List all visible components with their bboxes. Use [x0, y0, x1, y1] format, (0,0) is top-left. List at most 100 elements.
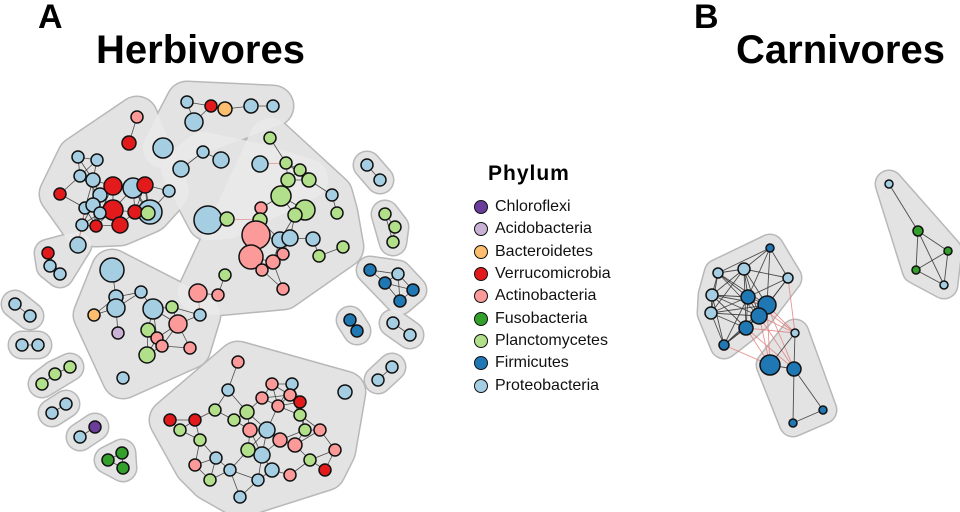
node-Q [15, 338, 29, 352]
node-M [406, 283, 420, 297]
node-Q [360, 158, 374, 172]
node-B [87, 308, 101, 322]
node-P [312, 249, 326, 263]
node-Q [253, 446, 271, 464]
node-K [130, 110, 144, 124]
legend-swatch [474, 200, 488, 215]
node-P [336, 240, 350, 254]
node-K [168, 314, 188, 334]
node-Q [251, 155, 269, 173]
legend-item-chloroflexi: Chloroflexi [474, 196, 611, 218]
edge-positive [717, 272, 768, 306]
edge-positive [717, 247, 771, 274]
edge-positive [792, 368, 795, 424]
edge-negative [745, 327, 796, 334]
node-K [283, 468, 297, 482]
panel-title-herbivores: Herbivores [96, 28, 305, 72]
node-V [136, 176, 154, 194]
node-V [121, 135, 137, 151]
legend-label: Chloroflexi [495, 198, 571, 216]
node-Q [193, 205, 223, 235]
legend-label: Firmicutes [495, 354, 569, 372]
node-P [173, 423, 187, 437]
node-Q [73, 169, 87, 183]
node-P [218, 268, 232, 282]
node-K [287, 437, 303, 453]
node-Q [281, 229, 299, 247]
node-Q [142, 298, 164, 320]
node-Q [193, 308, 207, 322]
edge-positive [711, 268, 745, 296]
node-Q [212, 151, 230, 169]
node-M [343, 313, 357, 327]
node-V [318, 463, 332, 477]
node-Q [337, 384, 353, 400]
node-V [204, 99, 218, 113]
node-V [188, 413, 202, 427]
node-M [759, 354, 781, 376]
node-Q [23, 309, 37, 323]
node-M [750, 307, 768, 325]
node-F [911, 265, 921, 275]
node-Q [705, 288, 719, 302]
legend-swatch [474, 267, 488, 282]
node-F [101, 453, 115, 467]
node-M [378, 276, 392, 290]
node-Q [285, 377, 299, 391]
panel-letter-a: A [38, 0, 63, 36]
node-V [163, 413, 177, 427]
node-K [255, 391, 269, 405]
legend-label: Proteobacteria [495, 376, 600, 394]
node-P [140, 322, 156, 338]
node-P [386, 235, 400, 249]
node-Q [69, 236, 87, 254]
node-Q [8, 297, 22, 311]
node-Q [373, 173, 387, 187]
legend-swatch [474, 289, 488, 304]
legend-item-acidobacteria: Acidobacteria [474, 218, 611, 240]
node-V [111, 216, 129, 234]
node-M [393, 294, 407, 308]
node-Q [90, 153, 104, 167]
legend-label: Bacteroidetes [495, 242, 593, 260]
node-K [155, 339, 169, 353]
node-K [272, 432, 288, 448]
node-Q [243, 98, 259, 114]
legend-swatch [474, 356, 488, 371]
phylum-legend: Phylum Chloroflexi Acidobacteria Bacteroid… [474, 162, 611, 397]
node-K [271, 399, 285, 413]
node-K [265, 377, 279, 391]
legend-item-fusobacteria: Fusobacteria [474, 307, 611, 329]
edge-positive [792, 409, 824, 424]
node-Q [93, 206, 107, 220]
node-Q [266, 99, 280, 113]
node-K [231, 355, 245, 369]
node-P [35, 377, 49, 391]
node-Q [258, 421, 276, 439]
legend-item-proteobacteria: Proteobacteria [474, 374, 611, 396]
node-Q [712, 267, 724, 279]
node-K [313, 423, 327, 437]
node-P [378, 207, 392, 221]
node-P [263, 131, 277, 145]
node-Q [782, 272, 794, 284]
edge-positive [723, 296, 749, 346]
node-Q [305, 231, 321, 247]
legend-swatch [474, 333, 488, 348]
node-Q [264, 462, 280, 478]
node-M [350, 324, 364, 338]
node-F [115, 446, 129, 460]
node-V [89, 219, 103, 233]
edge-positive [711, 294, 725, 346]
node-P [293, 163, 307, 177]
node-P [279, 156, 293, 170]
node-P [303, 453, 317, 467]
edge-positive [743, 268, 789, 279]
node-B [217, 101, 233, 117]
node-Q [386, 316, 400, 330]
edge-positive [769, 247, 789, 279]
node-Q [172, 160, 190, 178]
edge-positive [917, 230, 945, 286]
node-V [53, 187, 67, 201]
node-K [211, 288, 225, 302]
